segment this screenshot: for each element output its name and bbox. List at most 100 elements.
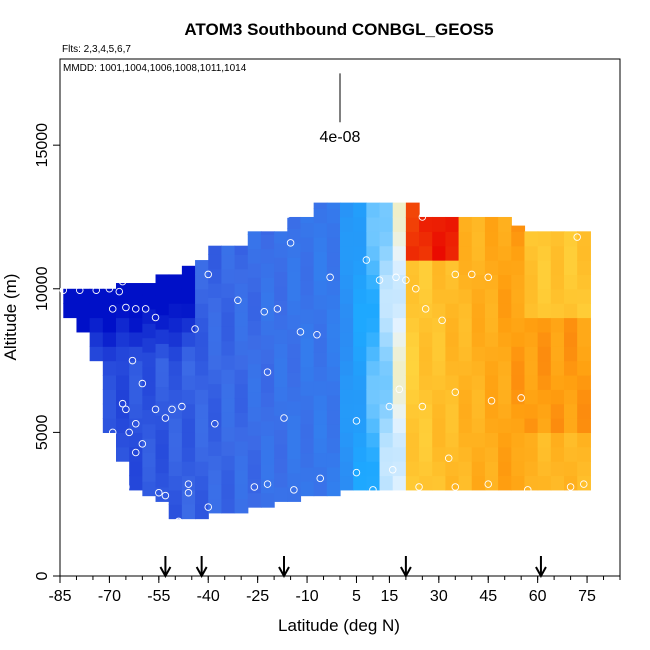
- observation-point: [211, 420, 219, 428]
- y-tick-label: 10000: [34, 266, 51, 311]
- heatmap-cell: [116, 331, 130, 347]
- heatmap-cell: [247, 291, 262, 307]
- heatmap-cell: [326, 308, 341, 324]
- heatmap-cell: [142, 452, 157, 468]
- heatmap-cell: [498, 446, 512, 462]
- heatmap-cell: [221, 441, 236, 456]
- heatmap-cell: [445, 317, 460, 333]
- heatmap-cell: [458, 346, 473, 362]
- observation-point: [204, 503, 212, 511]
- heatmap-cell: [445, 216, 460, 232]
- heatmap-cell: [550, 389, 565, 405]
- heatmap-cell: [300, 423, 315, 439]
- heatmap-cell: [511, 418, 526, 433]
- heatmap-cell: [498, 374, 512, 390]
- heatmap-cell: [366, 331, 381, 347]
- heatmap-cell: [577, 331, 591, 347]
- heatmap-cell: [274, 386, 288, 402]
- heatmap-cell: [247, 349, 262, 365]
- heatmap-cell: [577, 403, 591, 419]
- observation-point: [412, 285, 420, 293]
- heatmap-cell: [168, 274, 183, 290]
- flight-arrow: [535, 556, 547, 579]
- heatmap-cell: [168, 432, 183, 448]
- heatmap-cell: [353, 418, 367, 433]
- heatmap-cell: [511, 331, 526, 347]
- heatmap-cell: [340, 331, 354, 347]
- heatmap-cell: [419, 231, 433, 247]
- observation-point: [161, 491, 170, 500]
- heatmap-cell: [313, 323, 328, 339]
- heatmap-cell: [326, 366, 341, 382]
- heatmap-cell: [537, 274, 552, 290]
- observation-point: [421, 305, 430, 313]
- heatmap-cell: [274, 372, 288, 388]
- heatmap-cell: [458, 317, 473, 333]
- heatmap-cell: [326, 294, 341, 310]
- heatmap-cell: [550, 360, 565, 376]
- heatmap-cell: [511, 317, 526, 333]
- heatmap-cell: [208, 383, 223, 399]
- curtain-heatmap: [63, 202, 591, 520]
- heatmap-cell: [471, 245, 486, 261]
- heatmap-cell: [471, 303, 486, 319]
- observation-point: [487, 397, 496, 405]
- heatmap-cell: [366, 231, 381, 247]
- observation-point: [313, 330, 321, 339]
- heatmap-cell: [577, 432, 591, 448]
- heatmap-cell: [564, 432, 578, 448]
- heatmap-cell: [471, 446, 486, 462]
- heatmap-cell: [89, 346, 104, 362]
- heatmap-cell: [484, 461, 499, 477]
- heatmap-cell: [550, 346, 565, 362]
- heatmap-cell: [405, 303, 420, 319]
- heatmap-cell: [432, 317, 447, 333]
- heatmap-cell: [550, 288, 565, 304]
- observation-point: [141, 305, 150, 313]
- heatmap-cell: [274, 472, 288, 488]
- flight-arrow: [195, 556, 208, 579]
- heatmap-cell: [419, 331, 433, 347]
- heatmap-cell: [392, 403, 407, 419]
- heatmap-cell: [550, 260, 565, 276]
- heatmap-cell: [564, 231, 578, 247]
- heatmap-cell: [366, 403, 381, 419]
- heatmap-cell: [195, 418, 209, 433]
- y-tick-label: 0: [34, 571, 51, 580]
- observation-point: [174, 517, 183, 526]
- heatmap-cell: [116, 418, 130, 433]
- observation-point: [155, 488, 163, 497]
- scale-bar-label: 4e-08: [320, 129, 361, 146]
- heatmap-cell: [274, 400, 288, 416]
- heatmap-cell: [221, 498, 236, 514]
- heatmap-cell: [129, 360, 143, 376]
- y-tick-label: 5000: [34, 414, 51, 450]
- heatmap-cell: [484, 260, 499, 276]
- heatmap-cell: [313, 438, 328, 454]
- heatmap-cell: [484, 403, 499, 419]
- heatmap-cell: [326, 409, 341, 425]
- heatmap-cell: [234, 469, 249, 485]
- heatmap-cell: [353, 317, 367, 333]
- x-tick-label: 75: [578, 588, 596, 605]
- observation-point: [118, 477, 127, 485]
- heatmap-cell: [484, 374, 499, 390]
- heatmap-cell: [564, 418, 578, 433]
- heatmap-cell: [221, 484, 236, 500]
- heatmap-cell: [498, 403, 512, 419]
- heatmap-cell: [419, 432, 433, 448]
- heatmap-cell: [392, 360, 407, 376]
- heatmap-cell: [432, 288, 447, 304]
- observation-point: [392, 273, 400, 282]
- observation-point: [148, 259, 156, 267]
- heatmap-cell: [340, 475, 354, 491]
- heatmap-cell: [234, 441, 249, 456]
- heatmap-cell: [432, 216, 447, 232]
- heatmap-cell: [300, 337, 315, 353]
- heatmap-cell: [300, 308, 315, 324]
- heatmap-cell: [168, 303, 183, 319]
- heatmap-cell: [155, 314, 170, 330]
- heatmap-cell: [300, 216, 315, 224]
- heatmap-cell: [234, 254, 249, 270]
- heatmap-cell: [432, 360, 447, 376]
